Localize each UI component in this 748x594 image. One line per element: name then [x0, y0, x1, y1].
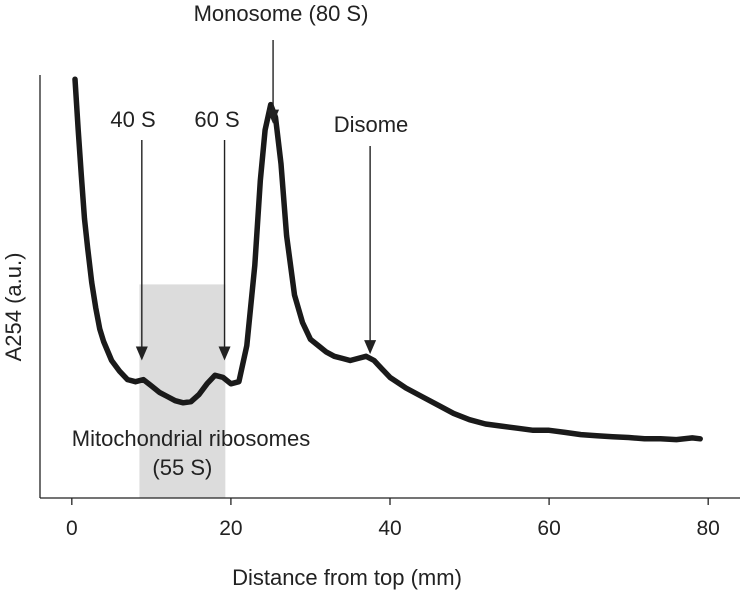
- x-axis-label: Distance from top (mm): [232, 565, 462, 590]
- arrow-head: [135, 346, 148, 361]
- peak-annotation: Monosome (80 S): [194, 1, 369, 26]
- peak-annotation: 60 S: [194, 107, 239, 132]
- peak-annotation: Disome: [334, 112, 409, 137]
- x-tick-label: 20: [219, 517, 242, 540]
- x-tick-label: 60: [537, 517, 560, 540]
- absorbance-trace: [72, 76, 703, 443]
- region-label-line: (55 S): [152, 455, 212, 480]
- x-ticks: 0 20 40 60 80: [66, 498, 720, 540]
- x-tick-label: 40: [378, 517, 401, 540]
- x-tick-label: 80: [697, 517, 720, 540]
- region-label-line: Mitochondrial ribosomes: [72, 426, 310, 451]
- plot-area: [72, 76, 703, 498]
- annotations: Mitochondrial ribosomes (55 S) 40 S 60 S Mon…: [72, 1, 409, 480]
- arrow-head: [218, 346, 231, 361]
- arrow-head: [267, 109, 280, 124]
- y-axis-label: A254 (a.u.): [1, 253, 26, 362]
- arrow-head: [364, 340, 377, 355]
- peak-annotation: 40 S: [110, 107, 155, 132]
- x-tick-label: 0: [66, 517, 78, 540]
